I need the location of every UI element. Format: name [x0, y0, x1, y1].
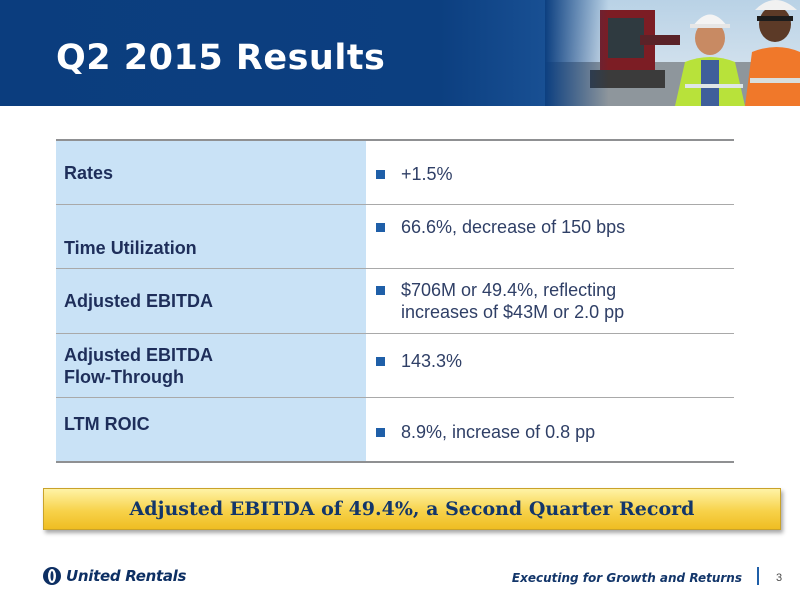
table-row: Adjusted EBITDA Flow-Through 143.3%	[56, 333, 734, 397]
united-rentals-logo-icon	[43, 567, 61, 585]
square-bullet-icon	[376, 286, 385, 295]
callout-text: Adjusted EBITDA of 49.4%, a Second Quart…	[129, 498, 695, 520]
square-bullet-icon	[376, 223, 385, 232]
metric-label: Adjusted EBITDA	[56, 269, 366, 333]
metric-value-text: 66.6%, decrease of 150 bps	[401, 217, 626, 237]
table-row: Adjusted EBITDA $706M or 49.4%, reflecti…	[56, 268, 734, 333]
metric-value: 143.3%	[366, 334, 734, 397]
metric-label-text: LTM ROIC	[64, 414, 150, 434]
brand-name: United Rentals	[66, 567, 187, 585]
page-number: 3	[776, 572, 783, 584]
table-row: LTM ROIC 8.9%, increase of 0.8 pp	[56, 397, 734, 461]
square-bullet-icon	[376, 357, 385, 366]
metric-label-text: Adjusted EBITDA	[64, 291, 214, 311]
square-bullet-icon	[376, 170, 385, 179]
metric-label: Adjusted EBITDA Flow-Through	[56, 334, 366, 397]
metric-label-text: Time Utilization	[64, 238, 197, 258]
metric-value: 66.6%, decrease of 150 bps	[366, 205, 734, 268]
page-title: Q2 2015 Results	[56, 38, 386, 78]
metric-value-text: 8.9%, increase of 0.8 pp	[401, 422, 596, 442]
header-banner: Q2 2015 Results	[0, 0, 800, 106]
metric-value: $706M or 49.4%, reflecting increases of …	[366, 269, 734, 333]
table-row: Rates +1.5%	[56, 141, 734, 204]
tagline: Executing for Growth and Returns	[511, 571, 742, 585]
table-row: Time Utilization 66.6%, decrease of 150 …	[56, 204, 734, 268]
metric-value: +1.5%	[366, 141, 734, 204]
results-table: Rates +1.5% Time Utilization 66.6%, decr…	[56, 139, 734, 463]
metric-value-text: 143.3%	[401, 351, 463, 371]
metric-label-text: Adjusted EBITDA Flow-Through	[64, 344, 214, 387]
metric-value-text: $706M or 49.4%, reflecting increases of …	[401, 280, 625, 322]
metric-label: Time Utilization	[56, 205, 366, 268]
square-bullet-icon	[376, 428, 385, 437]
metric-value: 8.9%, increase of 0.8 pp	[366, 398, 734, 461]
construction-workers-photo	[545, 0, 800, 106]
brand-logo: United Rentals	[42, 566, 186, 586]
metric-label-text: Rates	[64, 162, 114, 183]
highlight-callout: Adjusted EBITDA of 49.4%, a Second Quart…	[43, 488, 781, 530]
metric-label: Rates	[56, 141, 366, 204]
footer-divider	[757, 567, 759, 585]
metric-label: LTM ROIC	[56, 398, 366, 461]
metric-value-text: +1.5%	[401, 164, 453, 184]
